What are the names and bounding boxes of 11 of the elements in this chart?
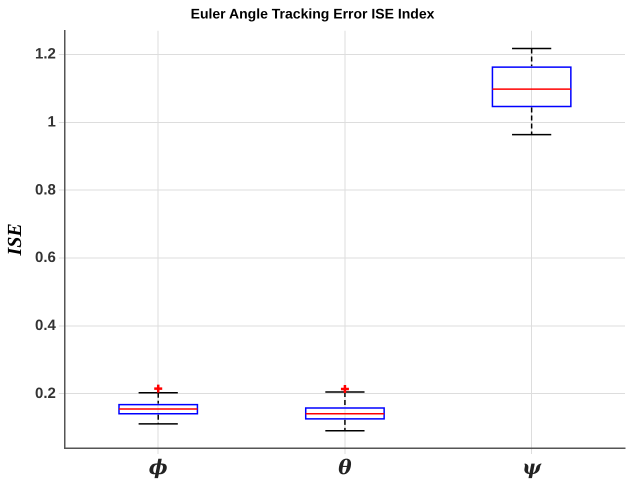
y-axis-title: ISE (4, 223, 26, 257)
y-tick-label: 1.2 (34, 46, 56, 63)
y-tick-label: 0.2 (34, 384, 56, 402)
chart-title: Euler Angle Tracking Error ISE Index (190, 5, 435, 22)
y-tick-label: 0.8 (34, 181, 56, 198)
x-tick-label: ψ (522, 455, 542, 480)
x-tick-label: ϕ (148, 455, 168, 480)
x-tick-label: θ (338, 455, 352, 480)
y-tick-label: 1 (48, 114, 56, 131)
y-tick-label: 0.6 (34, 249, 56, 266)
y-tick-label: 0.4 (34, 317, 56, 334)
